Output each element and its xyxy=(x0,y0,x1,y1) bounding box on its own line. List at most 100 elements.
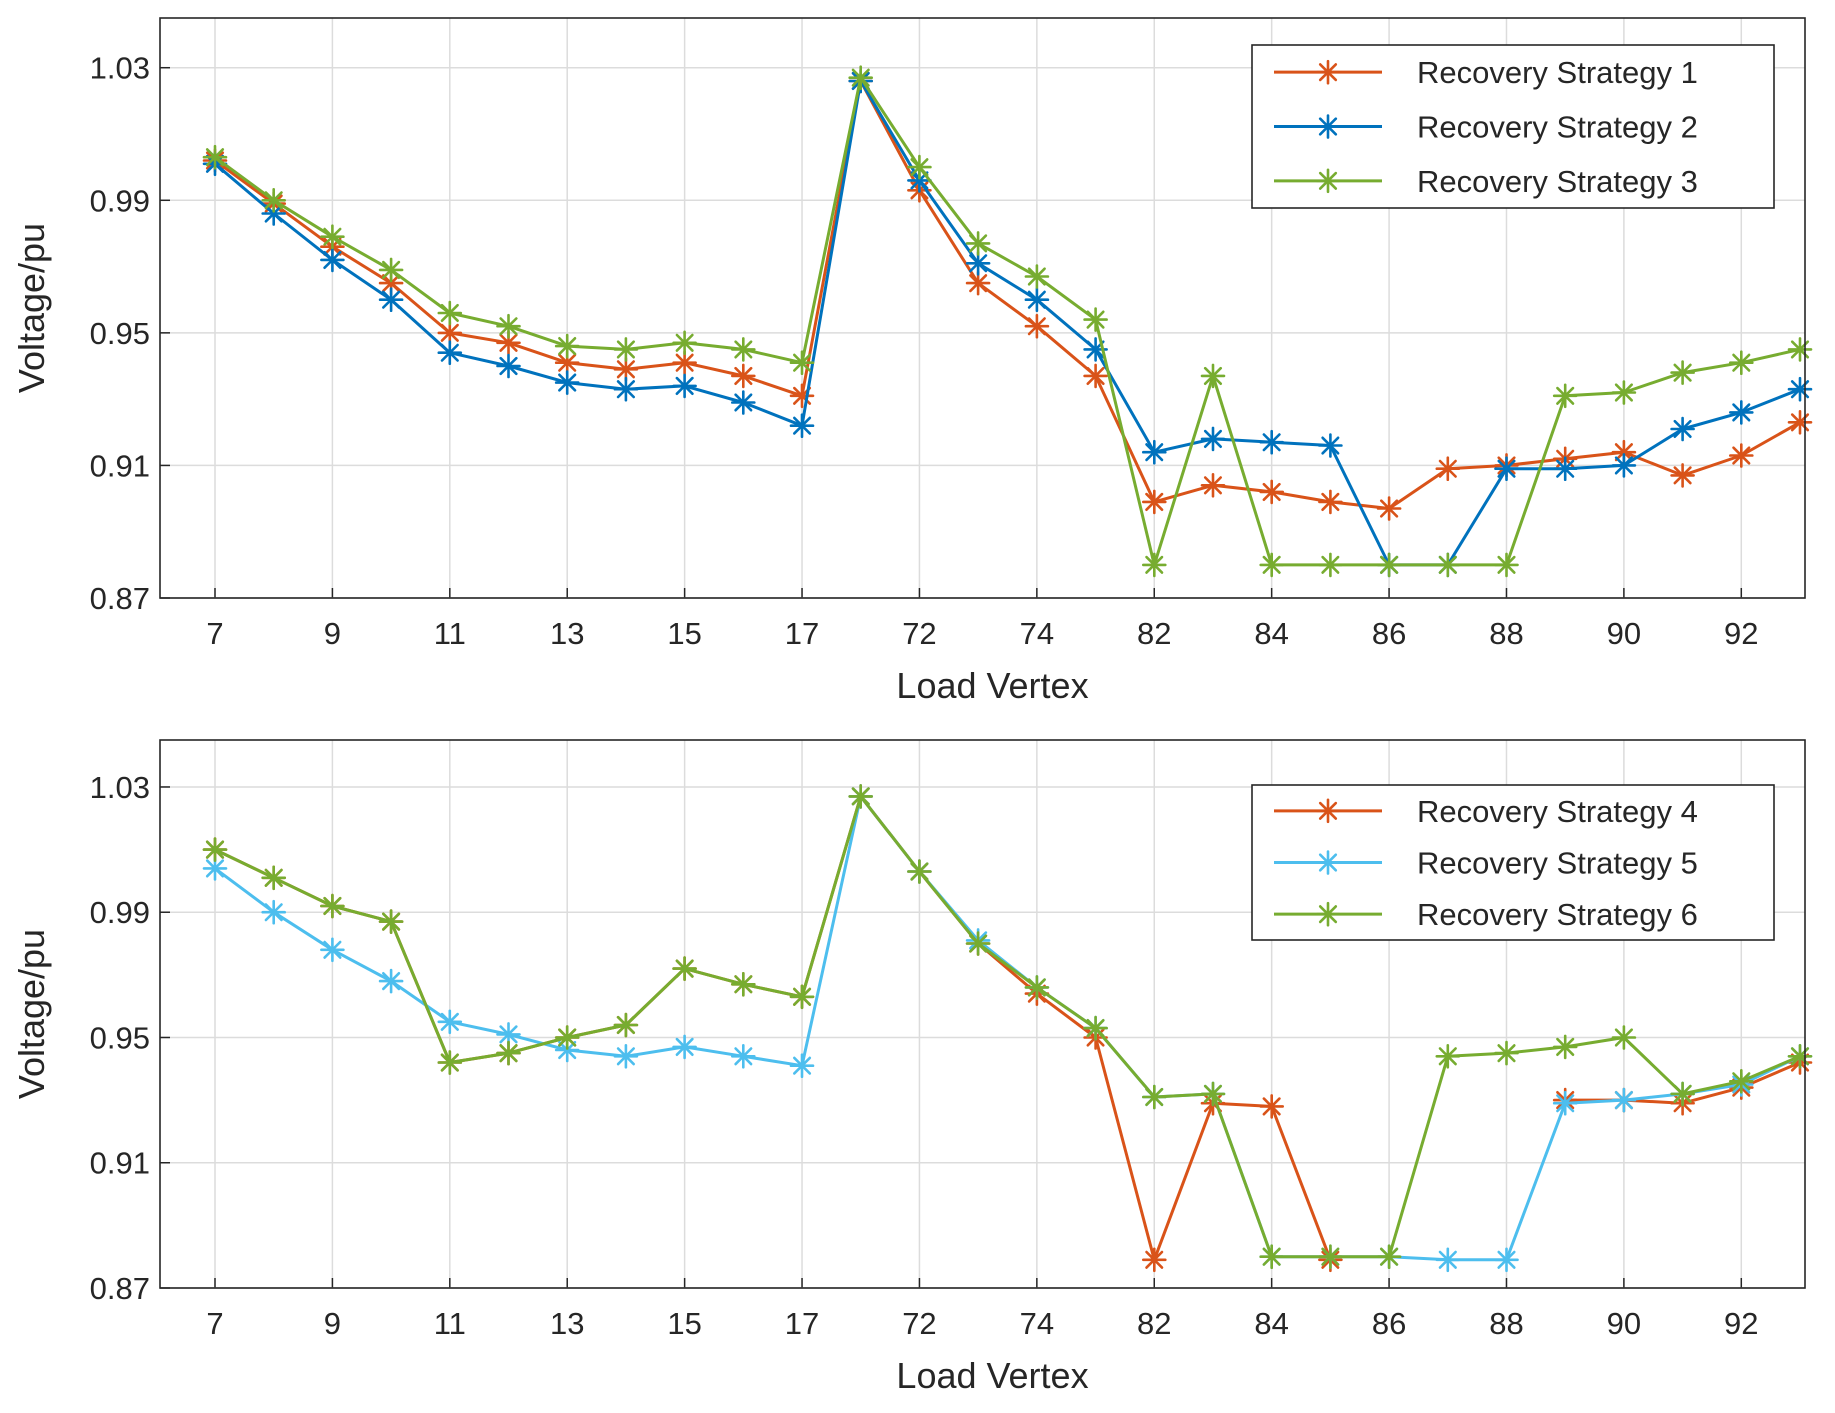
legend-marker xyxy=(1315,114,1341,139)
series-line xyxy=(214,79,1801,510)
y-tick-label: 0.91 xyxy=(90,448,150,483)
data-point xyxy=(730,971,756,997)
legend-label: Recovery Strategy 1 xyxy=(1417,55,1698,90)
x-tick-label: 11 xyxy=(434,616,466,651)
series-line xyxy=(214,76,1801,567)
data-point xyxy=(1142,552,1167,578)
x-tick-label: 13 xyxy=(550,1306,584,1341)
x-tick-label: 15 xyxy=(667,616,701,651)
data-point xyxy=(1670,416,1695,442)
data-point xyxy=(1200,426,1226,452)
data-point xyxy=(907,859,932,884)
data-point xyxy=(1494,456,1519,482)
y-tick-label: 0.87 xyxy=(90,581,150,616)
data-point xyxy=(1200,1081,1226,1107)
data-point xyxy=(1376,496,1402,521)
data-point xyxy=(320,893,345,919)
data-point xyxy=(730,390,756,415)
data-point xyxy=(672,373,697,399)
legend-item: Recovery Strategy 2 xyxy=(1274,110,1698,145)
data-point xyxy=(261,899,287,925)
x-tick-label: 7 xyxy=(206,1306,223,1341)
y-axis-label: Voltage/pu xyxy=(11,929,52,1099)
data-point xyxy=(965,231,991,256)
data-point xyxy=(1787,376,1813,402)
x-tick-label: 82 xyxy=(1137,616,1171,651)
data-point xyxy=(1787,337,1813,362)
y-tick-label: 1.03 xyxy=(90,770,150,805)
axes-box xyxy=(159,17,1806,599)
x-tick-label: 9 xyxy=(324,616,341,651)
data-point xyxy=(1670,1081,1695,1107)
data-point xyxy=(1142,1247,1167,1273)
data-point xyxy=(1435,1247,1461,1273)
data-point xyxy=(1024,287,1050,313)
data-point xyxy=(554,370,580,395)
data-point xyxy=(1494,1040,1519,1066)
data-point xyxy=(202,837,228,862)
x-axis-label: Load Vertex xyxy=(896,665,1088,706)
data-point xyxy=(496,353,521,379)
data-point xyxy=(1259,552,1284,578)
y-tick-label: 0.95 xyxy=(90,1020,150,1055)
data-point xyxy=(1435,552,1461,578)
data-point xyxy=(1142,439,1167,465)
x-tick-label: 90 xyxy=(1607,1306,1641,1341)
data-point xyxy=(496,1040,521,1066)
x-tick-label: 74 xyxy=(1020,1306,1054,1341)
data-point xyxy=(965,931,991,956)
data-point xyxy=(789,1053,815,1078)
data-point xyxy=(378,909,404,934)
x-tick-label: 13 xyxy=(550,616,584,651)
data-point xyxy=(965,251,991,276)
legend-item: Recovery Strategy 6 xyxy=(1274,897,1698,932)
data-point xyxy=(613,376,639,402)
data-point xyxy=(1024,313,1050,339)
x-tick-label: 86 xyxy=(1372,1306,1406,1341)
data-point xyxy=(672,350,697,376)
data-point xyxy=(261,865,287,891)
x-tick-label: 88 xyxy=(1489,1306,1523,1341)
x-tick-label: 86 xyxy=(1372,616,1406,651)
data-point xyxy=(1142,1084,1167,1110)
y-tick-label: 0.95 xyxy=(90,316,150,351)
data-point xyxy=(320,224,345,249)
x-tick-label: 11 xyxy=(434,1306,466,1341)
data-point xyxy=(1259,1094,1284,1119)
legend-label: Recovery Strategy 6 xyxy=(1417,897,1698,932)
data-point xyxy=(613,1044,639,1069)
data-point xyxy=(1611,380,1637,405)
bottom-chart: 7 9 11 13 15 17 72 74 82 84 86 88 90 92 0.87 0.91 0.95 0.… xyxy=(11,739,1813,1396)
data-point xyxy=(730,363,756,389)
data-point xyxy=(320,247,345,273)
y-tick-label: 1.03 xyxy=(90,51,150,86)
data-point xyxy=(730,337,756,362)
data-point xyxy=(1435,1044,1461,1069)
legend-item: Recovery Strategy 4 xyxy=(1274,794,1698,829)
data-point xyxy=(1376,552,1402,578)
data-point xyxy=(378,257,404,283)
x-tick-label: 17 xyxy=(785,616,819,651)
data-point xyxy=(1318,552,1343,578)
legend-marker xyxy=(1315,850,1341,875)
data-point xyxy=(1024,264,1050,289)
x-tick-label: 7 xyxy=(206,616,223,651)
legend-marker xyxy=(1315,798,1341,824)
data-point xyxy=(907,154,932,180)
data-point xyxy=(1787,409,1813,435)
data-point xyxy=(1142,489,1167,515)
x-tick-label: 90 xyxy=(1607,616,1641,651)
data-point xyxy=(1552,1034,1578,1060)
legend-marker xyxy=(1315,901,1341,927)
data-point xyxy=(1611,1025,1637,1050)
data-point xyxy=(1259,1244,1284,1269)
data-point xyxy=(1729,443,1754,468)
data-point xyxy=(1552,456,1578,482)
legend: Recovery Strategy 4 Recovery Strategy 5 Re… xyxy=(1251,784,1775,941)
x-tick-label: 72 xyxy=(902,616,936,651)
data-point xyxy=(1670,360,1695,385)
data-point xyxy=(789,413,815,439)
legend-label: Recovery Strategy 4 xyxy=(1417,794,1698,829)
data-point xyxy=(1552,1090,1578,1116)
